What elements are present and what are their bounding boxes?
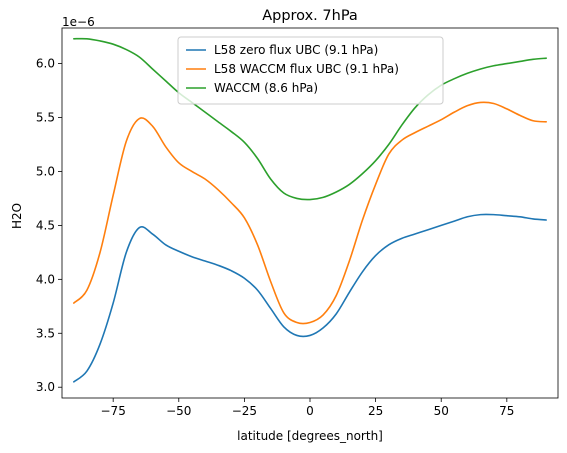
y-tick-label: 3.5: [36, 326, 55, 340]
y-tick-label: 3.0: [36, 380, 55, 394]
series-line-0: [73, 213, 547, 383]
y-tick-label: 4.0: [36, 272, 55, 286]
legend-entry-label: L58 WACCM flux UBC (9.1 hPa): [214, 62, 399, 76]
x-tick-label: 25: [368, 404, 383, 418]
x-axis-label: latitude [degrees_north]: [237, 429, 383, 443]
x-tick-label: −25: [232, 404, 257, 418]
series-layer: [73, 37, 547, 383]
y-tick-label: 5.5: [36, 111, 55, 125]
x-axis: −75 −50 −25 0 25 50 75: [101, 398, 514, 418]
y-axis-offset-text: 1e−6: [62, 15, 95, 29]
y-tick-label: 4.5: [36, 218, 55, 232]
series-line-2: [73, 37, 547, 201]
y-tick-label: 6.0: [36, 57, 55, 71]
series-line-1: [73, 101, 547, 325]
x-tick-label: 50: [434, 404, 449, 418]
legend-entry-label: L58 zero flux UBC (9.1 hPa): [214, 43, 378, 57]
legend: L58 zero flux UBC (9.1 hPa) L58 WACCM flu…: [177, 36, 444, 105]
x-tick-label: −75: [101, 404, 126, 418]
y-tick-label: 5.0: [36, 164, 55, 178]
x-tick-label: 0: [306, 404, 314, 418]
legend-entry-label: WACCM (8.6 hPa): [214, 81, 318, 95]
x-tick-label: 75: [499, 404, 514, 418]
x-tick-label: −50: [166, 404, 191, 418]
chart-title: Approx. 7hPa: [262, 8, 358, 24]
y-axis-label: H2O: [10, 203, 24, 229]
legend-frame: [177, 36, 444, 105]
y-axis: 3.0 3.5 4.0 4.5 5.0 5.5 6.0: [36, 57, 62, 394]
